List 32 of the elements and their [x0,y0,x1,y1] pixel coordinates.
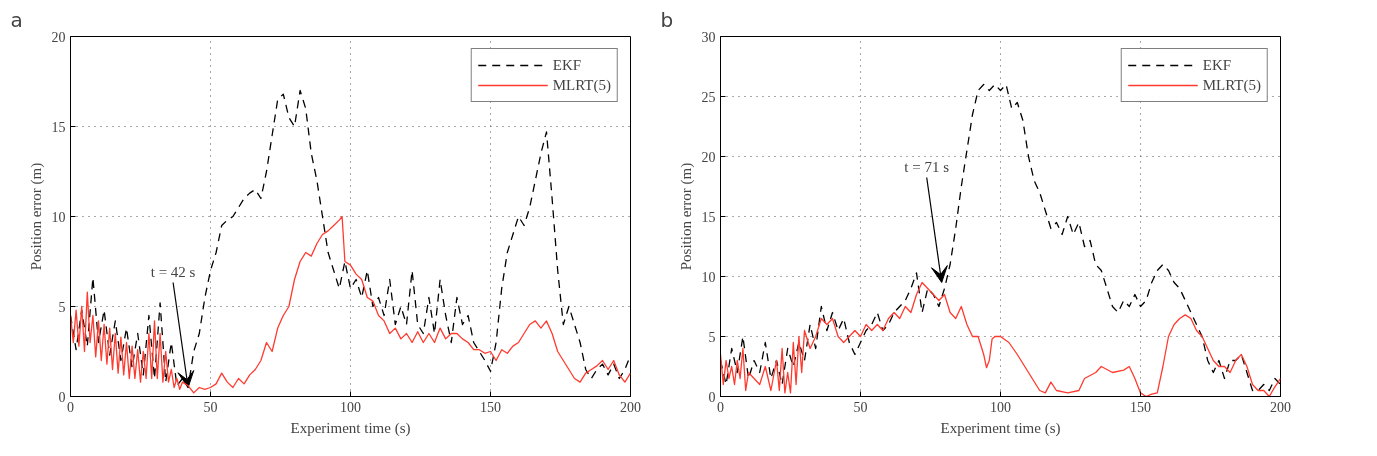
y-tick-label: 15 [51,119,66,135]
y-tick-label: 5 [708,329,716,345]
y-tick-label: 10 [701,269,716,285]
y-tick-label: 0 [58,389,66,405]
y-tick-label: 10 [51,209,66,225]
x-tick-label: 150 [480,399,501,415]
y-tick-label: 20 [51,29,66,45]
chart-title: b [660,7,674,32]
x-tick-label: 100 [990,399,1011,415]
y-axis-title: Position error (m) [27,162,45,271]
x-tick-label: 50 [853,399,868,415]
x-tick-label: 50 [203,399,218,415]
legend-label: MLRT(5) [1202,76,1261,94]
x-axis-title: Experiment time (s) [940,419,1061,437]
y-axis-title: Position error (m) [677,162,695,271]
y-tick-label: 20 [701,149,716,165]
x-tick-label: 200 [1270,399,1291,415]
y-tick-label: 25 [701,89,716,105]
x-tick-label: 150 [1130,399,1151,415]
legend-label: MLRT(5) [552,76,611,94]
chart-title: a [10,7,23,32]
legend-label: EKF [1202,56,1232,74]
x-tick-label: 200 [620,399,641,415]
y-tick-label: 15 [701,209,716,225]
y-tick-label: 5 [58,299,66,315]
annotation: t = 71 s [904,158,950,175]
y-tick-label: 30 [701,29,716,45]
x-axis-title: Experiment time (s) [290,419,411,437]
x-tick-label: 100 [340,399,361,415]
legend-label: EKF [552,56,582,74]
annotation: t = 42 s [150,263,196,280]
y-tick-label: 0 [708,389,716,405]
